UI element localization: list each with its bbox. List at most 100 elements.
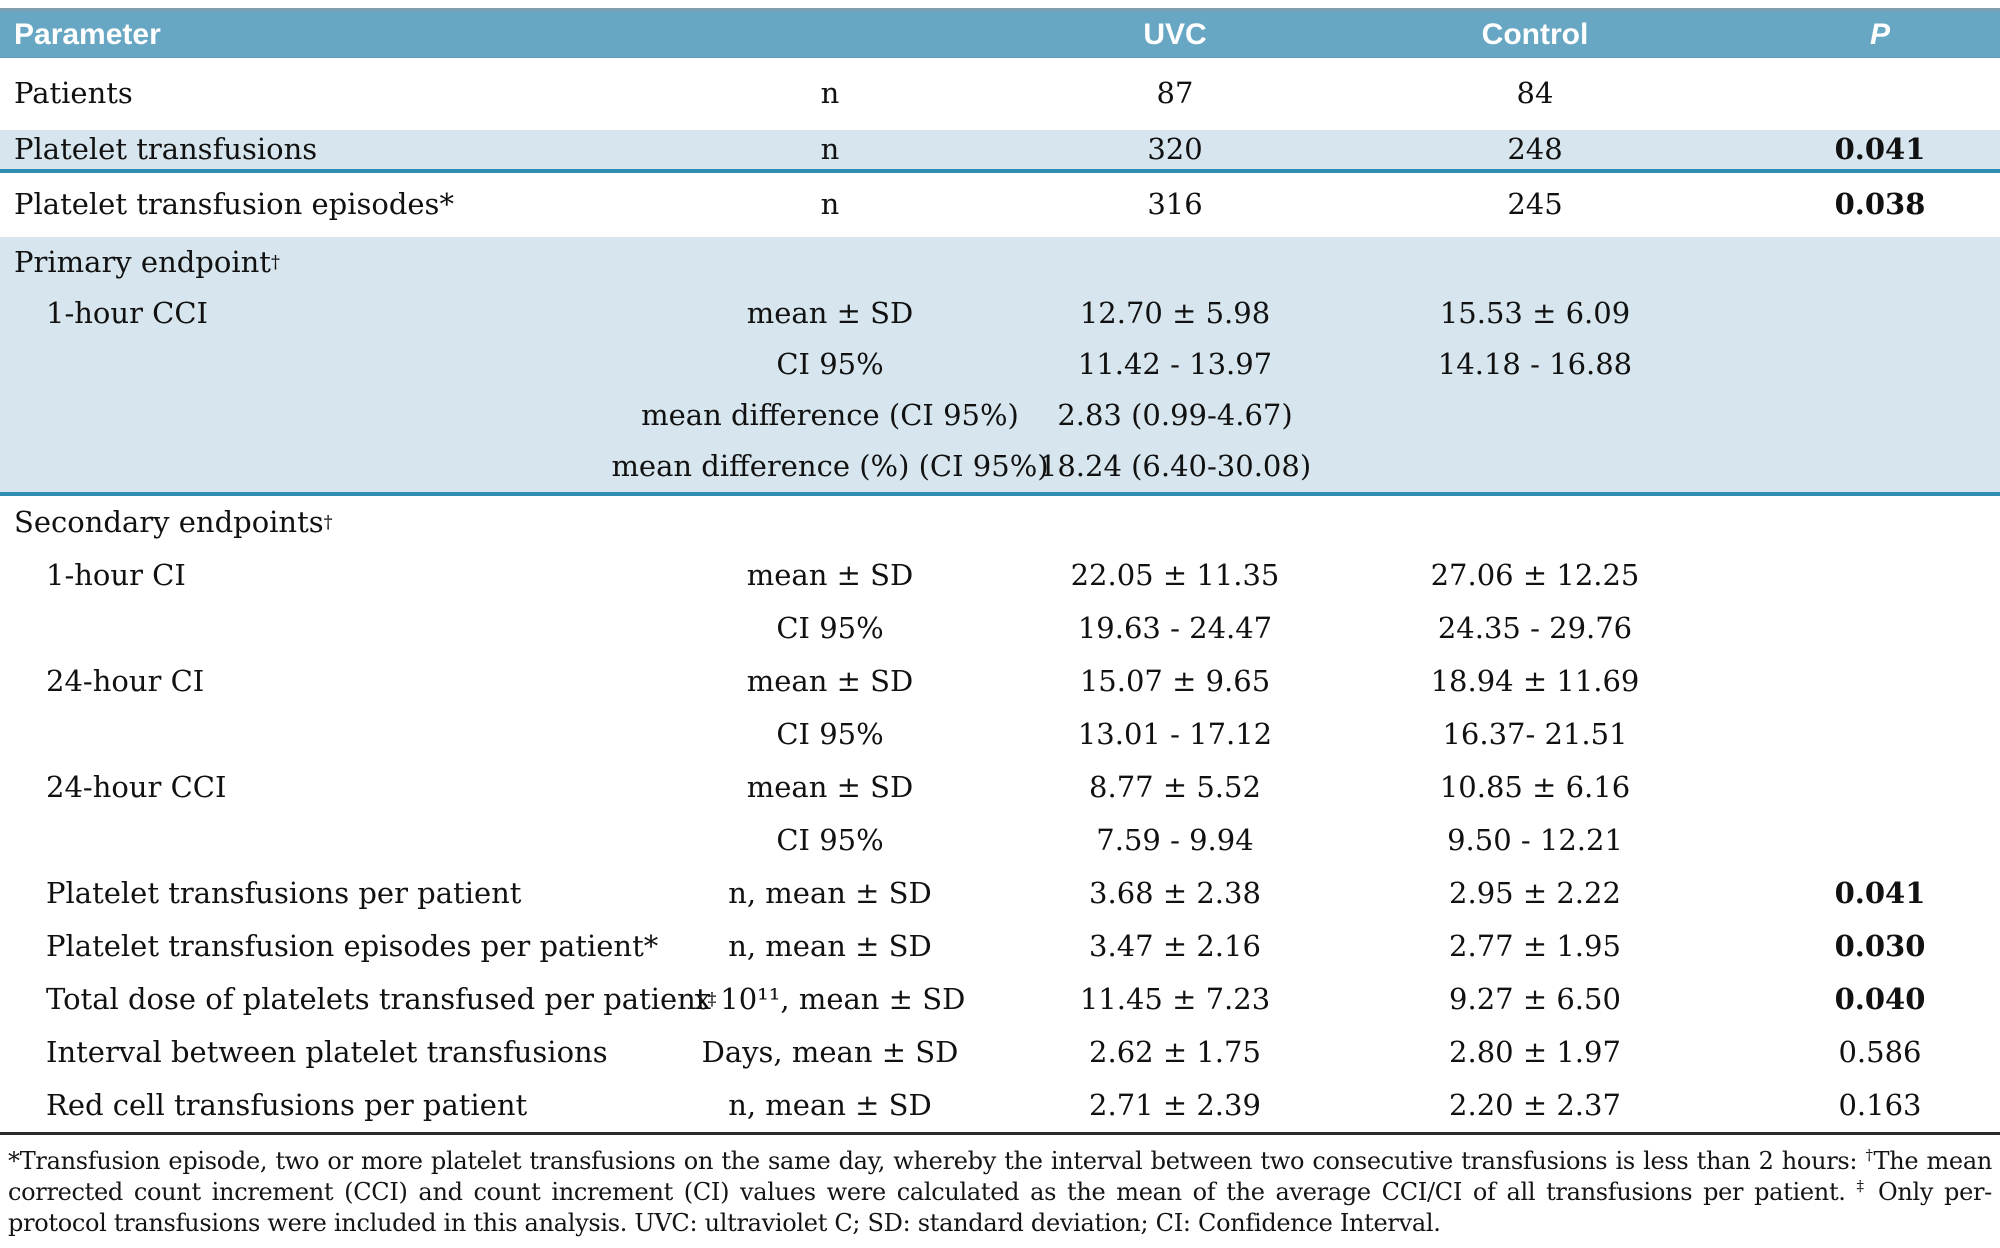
- p-cell: [1760, 761, 2000, 814]
- row-1-hour-ci-ci95: CI 95% 19.63 - 24.47 24.35 - 29.76: [0, 602, 2000, 655]
- measure-cell: CI 95%: [776, 610, 884, 645]
- row-interval-between-transfusions: Interval between platelet transfusions D…: [0, 1026, 2000, 1079]
- row-24-hour-cci-mean: 24-hour CCI mean ± SD 8.77 ± 5.52 10.85 …: [0, 761, 2000, 814]
- uvc-cell: 22.05 ± 11.35: [1070, 557, 1280, 592]
- p-cell: 0.041: [1834, 875, 1926, 910]
- p-cell: [1760, 441, 2000, 492]
- param-cell: Total dose of platelets transfused per p…: [46, 981, 717, 1016]
- results-table-page: Parameter UVC Control P Patients n 87 84…: [0, 8, 2000, 1248]
- section-header: Secondary endpoints †: [14, 504, 333, 539]
- param-cell: Platelet transfusions per patient: [46, 875, 522, 910]
- measure-cell: CI 95%: [776, 822, 884, 857]
- param-cell: 1-hour CI: [46, 557, 186, 592]
- measure-cell: Days, mean ± SD: [701, 1034, 959, 1069]
- row-1-hour-cci-mean: 1-hour CCI mean ± SD 12.70 ± 5.98 15.53 …: [0, 288, 2000, 339]
- param-cell: [0, 339, 620, 390]
- uvc-cell: 87: [1156, 76, 1194, 111]
- p-cell: [1760, 602, 2000, 655]
- row-24-hour-ci-ci95: CI 95% 13.01 - 17.12 16.37- 21.51: [0, 708, 2000, 761]
- header-uvc: UVC: [1143, 17, 1207, 51]
- header-p: P: [1869, 17, 1890, 51]
- p-cell: 0.040: [1834, 981, 1926, 1016]
- measure-cell: CI 95%: [776, 716, 884, 751]
- measure-cell: n: [820, 187, 840, 222]
- control-cell: [1310, 390, 1760, 441]
- control-cell: 2.20 ± 2.37: [1449, 1087, 1621, 1122]
- p-cell: [1760, 655, 2000, 708]
- uvc-cell: 8.77 ± 5.52: [1089, 769, 1261, 804]
- table-bottom-rule: [0, 1132, 2000, 1135]
- param-cell: 24-hour CCI: [46, 769, 227, 804]
- header-row: Parameter UVC Control P: [0, 8, 2000, 58]
- row-mean-difference: mean difference (CI 95%) 2.83 (0.99-4.67…: [0, 390, 2000, 441]
- p-cell: [1760, 814, 2000, 867]
- row-total-dose-per-patient: Total dose of platelets transfused per p…: [0, 973, 2000, 1026]
- measure-cell: n: [820, 76, 840, 111]
- p-cell: [1760, 390, 2000, 441]
- uvc-cell: 13.01 - 17.12: [1077, 716, 1273, 751]
- measure-cell: mean ± SD: [746, 295, 914, 330]
- control-cell: 9.27 ± 6.50: [1449, 981, 1621, 1016]
- row-patients: Patients n 87 84: [0, 58, 2000, 130]
- measure-cell: x 10¹¹, mean ± SD: [694, 981, 966, 1016]
- p-cell: 0.041: [1834, 131, 1926, 166]
- control-cell: 27.06 ± 12.25: [1430, 557, 1640, 592]
- header-parameter: Parameter: [14, 17, 161, 51]
- row-platelet-transfusion-episodes: Platelet transfusion episodes* n 316 245…: [0, 173, 2000, 237]
- param-cell: Patients: [14, 76, 133, 111]
- control-cell: 15.53 ± 6.09: [1439, 295, 1631, 330]
- row-24-hour-cci-ci95: CI 95% 7.59 - 9.94 9.50 - 12.21: [0, 814, 2000, 867]
- control-cell: 84: [1516, 76, 1554, 111]
- uvc-cell: 3.68 ± 2.38: [1089, 875, 1261, 910]
- uvc-cell: 3.47 ± 2.16: [1089, 928, 1261, 963]
- row-mean-difference-pct: mean difference (%) (CI 95%) 18.24 (6.40…: [0, 441, 2000, 496]
- row-platelet-episodes-per-patient: Platelet transfusion episodes per patien…: [0, 920, 2000, 973]
- row-24-hour-ci-mean: 24-hour CI mean ± SD 15.07 ± 9.65 18.94 …: [0, 655, 2000, 708]
- uvc-cell: 2.83 (0.99-4.67): [1057, 397, 1293, 432]
- measure-cell: n, mean ± SD: [728, 875, 932, 910]
- uvc-cell: 320: [1147, 131, 1203, 166]
- control-cell: 14.18 - 16.88: [1437, 346, 1633, 381]
- uvc-cell: 7.59 - 9.94: [1096, 822, 1254, 857]
- uvc-cell: 15.07 ± 9.65: [1079, 663, 1271, 698]
- control-cell: 18.94 ± 11.69: [1430, 663, 1640, 698]
- measure-cell: n, mean ± SD: [728, 1087, 932, 1122]
- param-cell: Interval between platelet transfusions: [46, 1034, 608, 1069]
- param-cell: [0, 814, 620, 867]
- param-cell: [0, 602, 620, 655]
- uvc-cell: 2.62 ± 1.75: [1089, 1034, 1261, 1069]
- header-control: Control: [1481, 17, 1589, 51]
- uvc-cell: 18.24 (6.40-30.08): [1038, 448, 1312, 483]
- param-cell: 1-hour CCI: [46, 295, 208, 330]
- uvc-cell: 316: [1147, 187, 1203, 222]
- param-cell: Platelet transfusions: [14, 131, 318, 166]
- param-cell: [0, 441, 620, 492]
- uvc-cell: 11.42 - 13.97: [1077, 346, 1273, 381]
- row-1-hour-ci-mean: 1-hour CI mean ± SD 22.05 ± 11.35 27.06 …: [0, 549, 2000, 602]
- measure-cell: mean ± SD: [746, 663, 914, 698]
- row-1-hour-cci-ci95: CI 95% 11.42 - 13.97 14.18 - 16.88: [0, 339, 2000, 390]
- measure-cell: mean ± SD: [746, 769, 914, 804]
- control-cell: 2.95 ± 2.22: [1449, 875, 1621, 910]
- p-cell: [1760, 708, 2000, 761]
- control-cell: 9.50 - 12.21: [1447, 822, 1623, 857]
- param-cell: [0, 390, 620, 441]
- measure-cell: mean difference (%) (CI 95%): [611, 448, 1049, 483]
- param-cell: Red cell transfusions per patient: [46, 1087, 528, 1122]
- measure-cell: CI 95%: [776, 346, 884, 381]
- control-cell: 245: [1507, 187, 1563, 222]
- row-platelet-transfusions: Platelet transfusions n 320 248 0.041: [0, 130, 2000, 173]
- p-cell: [1760, 58, 2000, 130]
- p-cell: [1760, 549, 2000, 602]
- measure-cell: mean ± SD: [746, 557, 914, 592]
- control-cell: 2.80 ± 1.97: [1449, 1034, 1621, 1069]
- uvc-cell: 11.45 ± 7.23: [1079, 981, 1271, 1016]
- control-cell: 24.35 - 29.76: [1437, 610, 1633, 645]
- section-primary-endpoint: Primary endpoint †: [0, 237, 2000, 288]
- control-cell: 2.77 ± 1.95: [1449, 928, 1621, 963]
- measure-cell: mean difference (CI 95%): [641, 397, 1019, 432]
- footnote-text: *Transfusion episode, two or more platel…: [8, 1146, 1993, 1237]
- uvc-cell: 12.70 ± 5.98: [1079, 295, 1271, 330]
- p-cell: 0.163: [1838, 1087, 1922, 1122]
- param-cell: Platelet transfusion episodes per patien…: [46, 928, 659, 963]
